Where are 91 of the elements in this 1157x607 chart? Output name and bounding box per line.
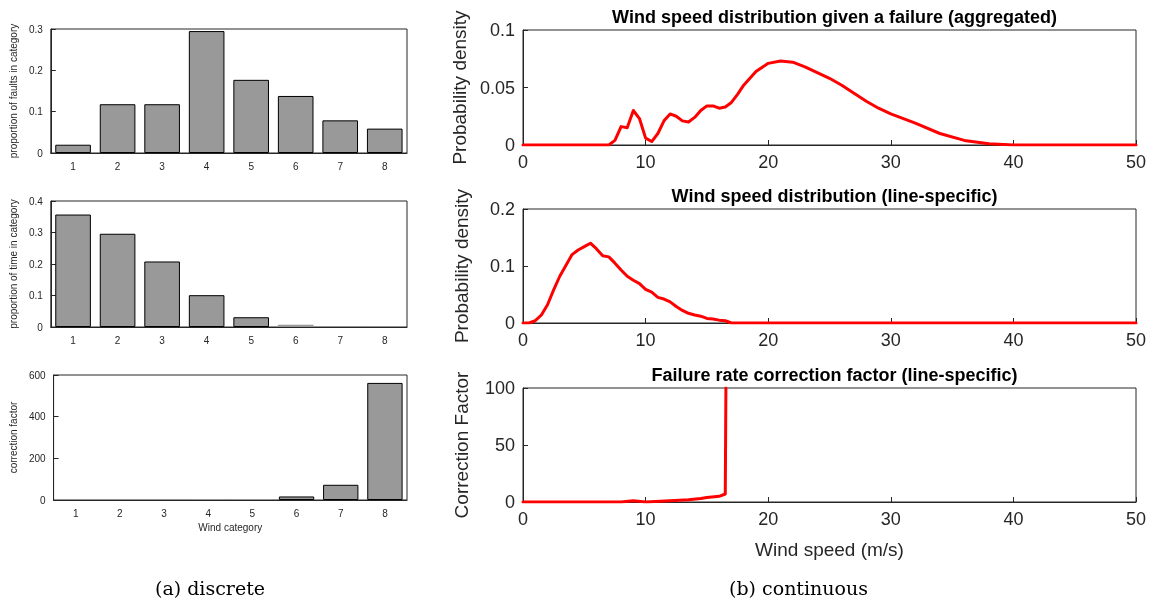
chart-title: Wind speed distribution (line-specific) <box>671 186 998 206</box>
x-tick-label: 2 <box>114 160 121 172</box>
x-tick-label: 6 <box>293 507 300 519</box>
y-axis-title: correction factor <box>7 400 19 474</box>
y-tick-label: 50 <box>494 435 515 455</box>
x-tick-label: 3 <box>159 334 166 346</box>
bar <box>55 214 91 327</box>
x-tick-label: 50 <box>1125 330 1147 350</box>
x-tick-label: 4 <box>203 160 210 172</box>
bar <box>322 120 359 153</box>
bar <box>188 31 225 153</box>
bar <box>233 317 269 327</box>
x-tick-label: 7 <box>337 334 344 346</box>
x-tick-label: 0 <box>517 152 529 172</box>
x-tick-label: 8 <box>382 507 389 519</box>
x-tick-label: 4 <box>205 507 212 519</box>
x-tick-label: 2 <box>117 507 124 519</box>
x-tick-label: 40 <box>1003 330 1024 350</box>
bar <box>188 295 225 327</box>
y-tick-label: 0.1 <box>489 256 515 276</box>
y-tick-label: 400 <box>28 411 47 423</box>
x-tick-label: 7 <box>337 160 344 172</box>
bar <box>99 233 136 327</box>
x-tick-label: 6 <box>292 334 299 346</box>
x-tick-label: 50 <box>1125 152 1147 172</box>
y-tick-label: 0.2 <box>28 64 44 76</box>
y-tick-label: 0.3 <box>28 227 44 238</box>
x-tick-label: 30 <box>880 509 901 529</box>
x-tick-label: 10 <box>635 330 656 350</box>
x-tick-label: 3 <box>161 507 168 519</box>
x-tick-label: 30 <box>880 330 901 350</box>
x-tick-label: 0 <box>517 509 529 529</box>
x-tick-label: 0 <box>517 330 529 350</box>
y-tick-label: 0.3 <box>28 23 44 35</box>
y-tick-label: 0.4 <box>28 195 44 207</box>
text: (b) continuous <box>729 576 868 599</box>
y-tick-label: 0.2 <box>28 258 44 270</box>
x-tick-label: 5 <box>249 507 256 519</box>
chart-title: Wind speed distribution given a failure (aggregated) <box>612 7 1057 27</box>
y-axis-title: Probability density <box>451 188 472 344</box>
x-tick-label: 7 <box>337 507 344 519</box>
bar <box>277 95 314 153</box>
x-tick-label: 20 <box>758 509 779 529</box>
x-tick-label: 40 <box>1003 509 1024 529</box>
x-tick-label: 1 <box>72 507 79 519</box>
x-tick-label: 40 <box>1003 152 1024 172</box>
x-tick-label: 4 <box>203 334 210 346</box>
x-tick-label: 20 <box>758 152 779 172</box>
bar <box>55 144 91 153</box>
y-axis-title: proportion of faults in category <box>7 23 19 159</box>
x-tick-label: 10 <box>635 509 656 529</box>
y-tick-label: 0 <box>504 135 515 155</box>
y-tick-label: 600 <box>28 369 47 381</box>
y-tick-label: 0.05 <box>479 77 515 98</box>
y-tick-label: 200 <box>28 452 47 464</box>
x-axis-title: Wind speed (m/s) <box>755 539 904 560</box>
x-tick-label: 5 <box>248 334 255 346</box>
x-tick-label: 3 <box>159 160 166 172</box>
bar <box>144 104 180 153</box>
x-tick-label: 20 <box>758 330 779 350</box>
bar <box>144 261 180 327</box>
x-tick-label: 5 <box>248 160 255 172</box>
x-tick-label: 8 <box>381 160 388 172</box>
y-axis-title: Correction Factor <box>451 370 472 519</box>
bar <box>99 104 136 153</box>
y-axis-title: proportion of time in category <box>7 199 19 329</box>
y-tick-label: 0.1 <box>28 106 44 118</box>
chart-title: Failure rate correction factor (line-specific) <box>651 365 1018 385</box>
x-tick-label: 8 <box>381 334 388 346</box>
x-tick-label: 50 <box>1125 509 1147 529</box>
x-tick-label: 1 <box>70 160 77 172</box>
y-tick-label: 0.1 <box>489 20 515 40</box>
y-tick-label: 0 <box>40 494 47 506</box>
x-tick-label: 2 <box>114 334 121 346</box>
y-tick-label: 0.2 <box>489 199 515 219</box>
y-tick-label: 0 <box>37 321 44 333</box>
bar <box>233 79 269 153</box>
x-tick-label: 1 <box>70 334 77 346</box>
x-axis-title: Wind category <box>198 522 263 534</box>
bar <box>366 128 403 153</box>
bar <box>278 496 315 500</box>
text: (a) discrete <box>154 576 266 599</box>
x-tick-label: 6 <box>292 160 299 172</box>
y-tick-label: 100 <box>484 378 515 398</box>
x-tick-label: 10 <box>635 152 656 172</box>
y-axis-title: Probability density <box>449 9 471 165</box>
bar <box>323 484 359 500</box>
y-tick-label: 0 <box>504 313 515 333</box>
bar <box>367 382 403 500</box>
x-tick-label: 30 <box>880 152 901 172</box>
y-tick-label: 0.1 <box>28 290 44 301</box>
